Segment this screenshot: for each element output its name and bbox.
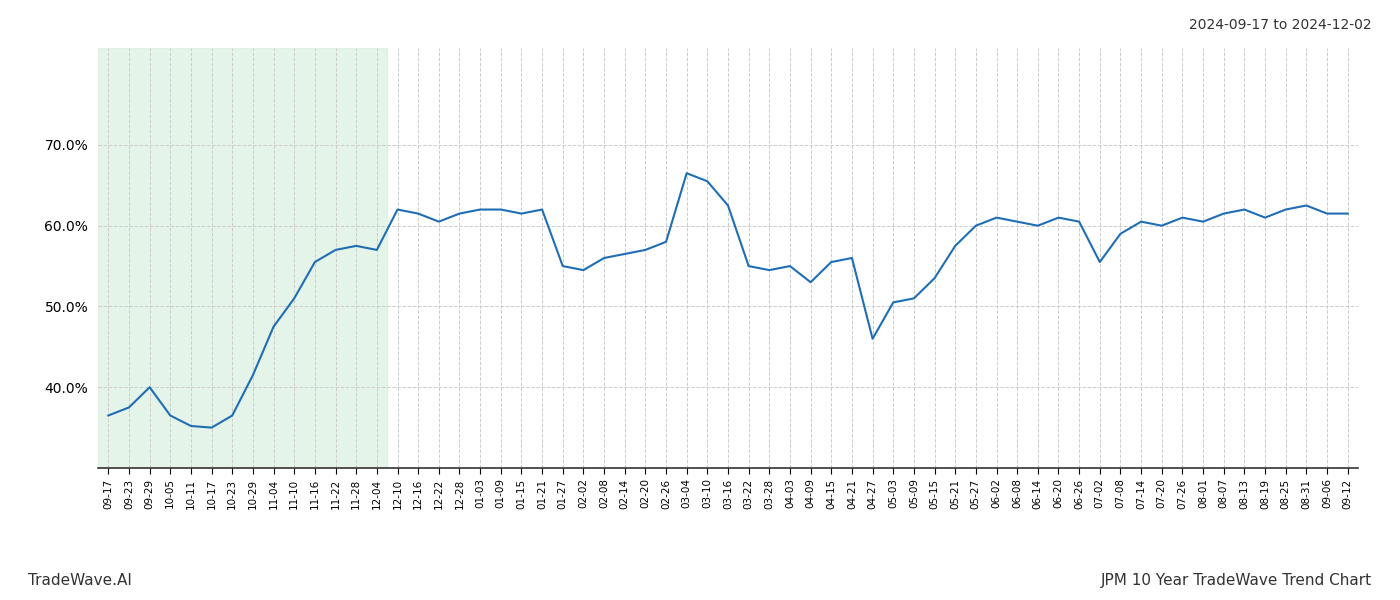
Text: TradeWave.AI: TradeWave.AI bbox=[28, 573, 132, 588]
Text: JPM 10 Year TradeWave Trend Chart: JPM 10 Year TradeWave Trend Chart bbox=[1100, 573, 1372, 588]
Bar bbox=[98, 48, 388, 468]
Text: 2024-09-17 to 2024-12-02: 2024-09-17 to 2024-12-02 bbox=[1190, 18, 1372, 32]
